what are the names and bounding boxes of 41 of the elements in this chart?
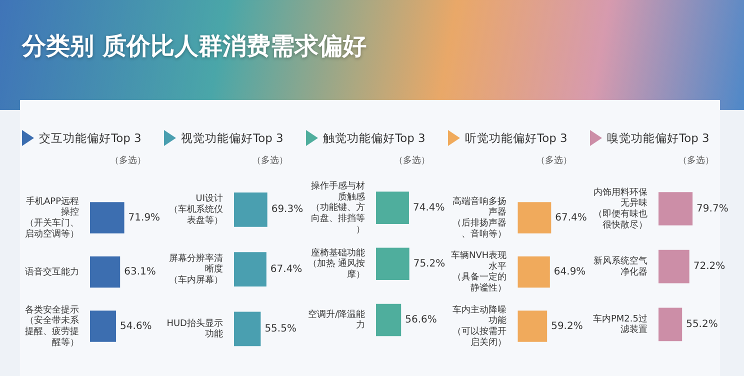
data-label: 54.6% (120, 320, 152, 332)
y-tick-label: 车辆NVH表现水平（具备一定的静谧性） (450, 250, 507, 294)
y-tick-label: 新风系统空气净化器 (594, 256, 648, 278)
data-label: 67.4% (555, 212, 587, 224)
chart-subtitle: （多选） (677, 154, 715, 166)
y-tick-label: 语音交互能力 (25, 266, 79, 278)
y-tick-label: 内饰用料环保无异味（即便有味也很快散尽） (594, 186, 648, 230)
y-tick-label: 座椅基础功能（加热 通风按摩） (308, 247, 365, 280)
y-tick-label: 操作手感与材质触感（功能键、方向盘、排挡等） (311, 180, 365, 235)
chart-subtitle: （多选） (535, 154, 573, 166)
data-label: 69.3% (271, 204, 304, 216)
data-label: 67.4% (270, 264, 302, 275)
data-label: 64.9% (554, 266, 586, 278)
chart-title: 嗅觉功能偏好Top 3 (607, 130, 710, 146)
y-tick-label: HUD抬头显示功能 (166, 318, 223, 340)
data-label: 79.7% (696, 203, 728, 214)
y-tick-label: 高端音响多扬声器（后排扬声器、音响等） (452, 196, 507, 240)
chart-subtitle: （多选） (251, 154, 289, 166)
data-label: 63.1% (124, 266, 156, 278)
y-tick-label: 屏幕分辨率清晰度（车内屏幕） (169, 252, 223, 286)
y-tick-label: UI设计（车机系统仪表盘等） (169, 193, 223, 226)
y-tick-label: 各类安全提示（安全带未系提醒、疲劳提醒等） (25, 304, 79, 348)
chart-subtitle: （多选） (393, 154, 431, 166)
data-label: 74.4% (412, 202, 445, 214)
data-label: 55.2% (686, 319, 718, 330)
data-label: 71.9% (128, 212, 160, 224)
data-label: 72.2% (693, 261, 726, 272)
data-label: 59.2% (551, 320, 583, 332)
y-tick-label: 车内主动降噪功能（可以按需开启关闭） (452, 304, 507, 348)
data-label: 56.6% (405, 314, 437, 326)
data-label: 75.2% (413, 258, 446, 270)
data-label: 55.5% (264, 324, 296, 335)
y-tick-label: 车内PM2.5过滤装置 (592, 313, 648, 336)
text: 分类别 质价比人群消费需求偏好 (22, 31, 366, 62)
y-tick-label: 空调升/降温能力 (308, 308, 365, 331)
chart-title: 交互功能偏好Top 3 (39, 130, 142, 146)
chart-subtitle: （多选） (109, 154, 147, 166)
chart-title: 听觉功能偏好Top 3 (465, 130, 568, 146)
y-tick-label: 手机APP远程操控（开关车门、启动空调等） (25, 196, 79, 240)
chart-title: 视觉功能偏好Top 3 (181, 130, 284, 146)
chart-title: 触觉功能偏好Top 3 (323, 130, 426, 146)
